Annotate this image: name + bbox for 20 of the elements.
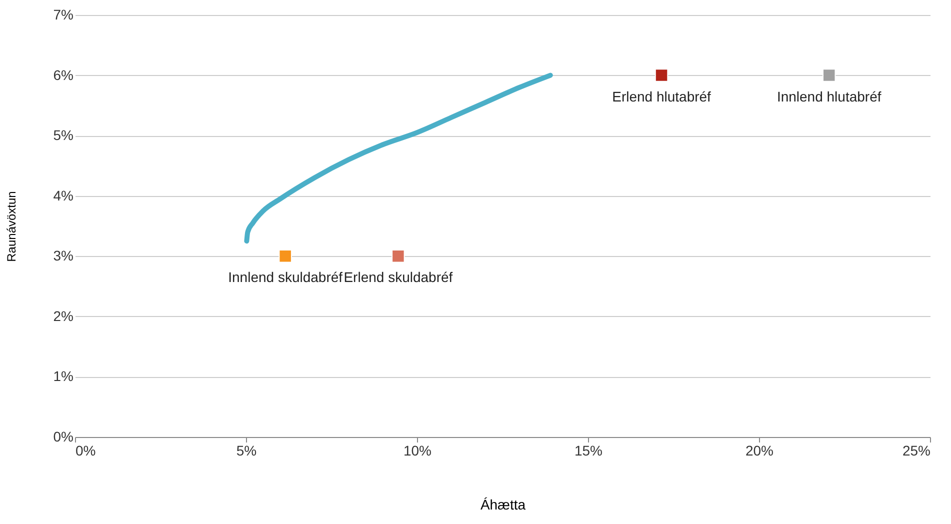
x-tick-label: 25% <box>902 442 930 458</box>
series-label: Innlend skuldabréf <box>228 269 343 286</box>
y-tick-label: 0% <box>53 428 74 444</box>
y-axis-title: Raunávöxtun <box>4 191 18 262</box>
x-axis-title: Áhætta <box>480 496 526 512</box>
y-tick-label: 3% <box>53 248 74 264</box>
y-tick-label: 2% <box>53 308 74 324</box>
series-label: Erlend hlutabréf <box>612 88 712 104</box>
y-tick-label: 7% <box>53 6 74 22</box>
y-tick-label: 1% <box>53 368 74 384</box>
x-tick-label: 5% <box>236 442 257 458</box>
series-label: Innlend hlutabréf <box>776 88 882 104</box>
x-tick-label: 0% <box>76 442 96 458</box>
y-tick-label: 4% <box>53 187 74 204</box>
x-tick-label: 20% <box>745 442 774 458</box>
series-label: Erlend skuldabréf <box>344 269 453 286</box>
y-tick-label: 5% <box>53 127 74 144</box>
x-tick-label: 15% <box>574 442 603 458</box>
x-tick-label: 10% <box>403 442 432 458</box>
y-tick-label: 6% <box>53 66 74 83</box>
